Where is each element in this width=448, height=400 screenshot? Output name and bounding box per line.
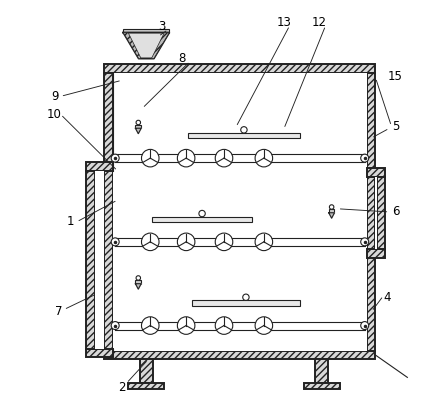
Text: 6: 6 [392,206,399,218]
Bar [128,383,164,389]
Text: 2: 2 [119,381,126,394]
Polygon shape [123,32,169,58]
Polygon shape [135,284,141,289]
Circle shape [111,154,119,162]
Text: 13: 13 [276,16,291,29]
Bar [86,349,113,358]
Text: 3: 3 [159,20,166,33]
Circle shape [361,154,369,162]
Circle shape [177,317,195,334]
Bar [135,125,141,128]
Bar [367,249,385,258]
Circle shape [215,317,233,334]
Bar [304,383,340,389]
Circle shape [142,317,159,334]
Bar [367,168,385,177]
Bar [192,300,300,306]
Circle shape [243,294,249,300]
Polygon shape [135,128,141,134]
Polygon shape [123,32,141,58]
Circle shape [142,233,159,251]
Bar [113,73,367,351]
Circle shape [199,210,205,217]
Text: 10: 10 [47,108,62,121]
Text: 15: 15 [388,70,403,83]
Text: 12: 12 [312,16,327,29]
Bar [329,209,335,213]
Bar [375,177,377,249]
Text: 7: 7 [55,305,62,318]
Bar [135,280,141,284]
Bar [104,64,375,73]
Bar [95,171,104,349]
Polygon shape [329,213,335,218]
Circle shape [136,276,141,280]
Text: 1: 1 [67,216,74,228]
Bar [367,73,375,351]
Circle shape [241,127,247,133]
Bar [123,29,169,32]
Circle shape [361,322,369,330]
Circle shape [215,149,233,167]
Circle shape [142,149,159,167]
Circle shape [177,149,195,167]
Bar [152,217,252,222]
Circle shape [255,233,273,251]
Circle shape [136,120,141,125]
Circle shape [111,322,119,330]
Bar [140,360,153,383]
Text: 8: 8 [178,52,186,65]
Circle shape [255,317,273,334]
Circle shape [361,238,369,246]
Polygon shape [151,32,169,58]
Circle shape [329,205,334,209]
Bar [188,133,300,138]
Circle shape [111,238,119,246]
Bar [315,360,328,383]
Bar [104,351,375,360]
Bar [86,162,113,171]
Circle shape [255,149,273,167]
Circle shape [215,233,233,251]
Bar [86,171,95,349]
Circle shape [177,233,195,251]
Bar [377,177,385,249]
Text: 9: 9 [51,90,58,103]
Bar [104,73,113,351]
Text: 5: 5 [392,120,399,133]
Text: 4: 4 [383,291,391,304]
